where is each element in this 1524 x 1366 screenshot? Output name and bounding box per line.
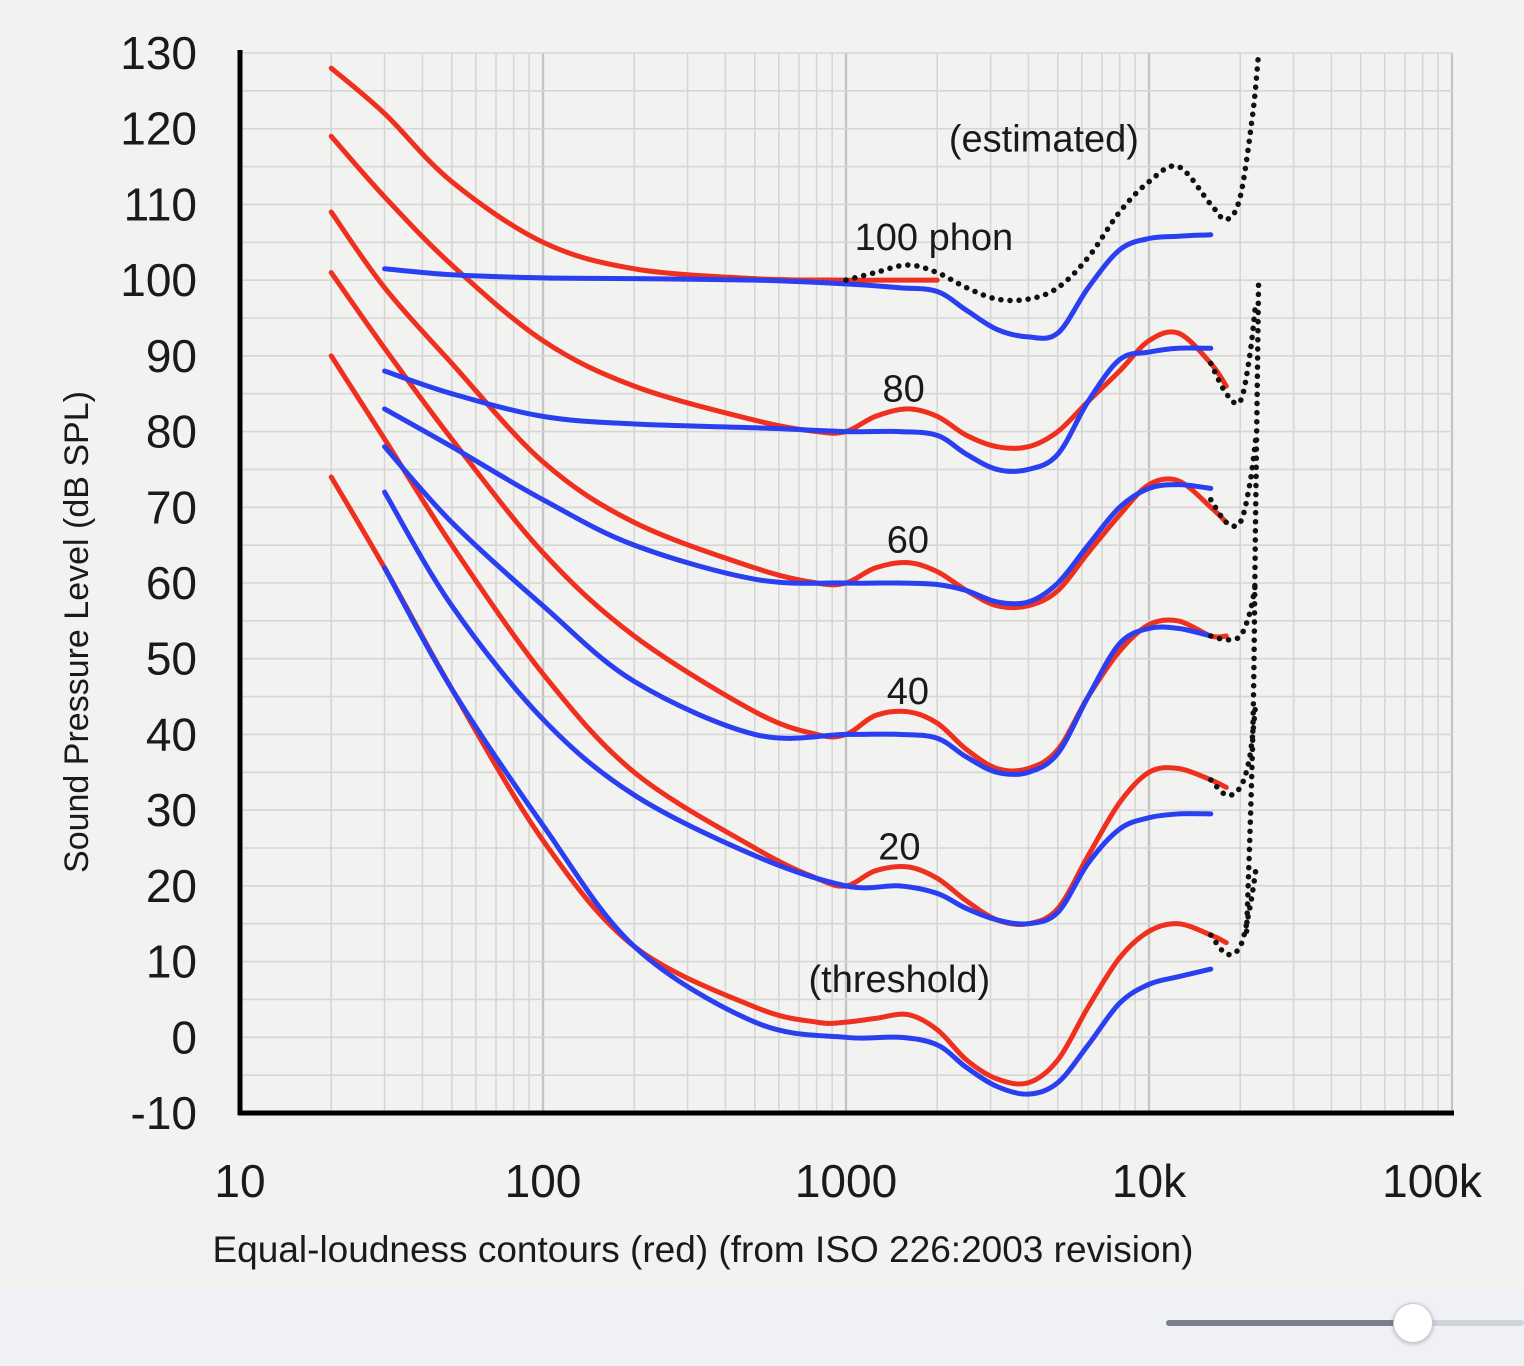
y-tick-label: 20 — [146, 860, 197, 912]
x-tick-label: 10k — [1112, 1155, 1187, 1207]
y-axis-label: Sound Pressure Level (dB SPL) — [58, 391, 96, 873]
zoom-slider-thumb[interactable] — [1393, 1303, 1434, 1343]
y-tick-label: 40 — [146, 708, 197, 760]
red-curve-4 — [328, 353, 1229, 927]
dotted-curve-18 — [1243, 277, 1262, 935]
dotted-curve-17 — [1208, 867, 1259, 958]
y-tick-label: 60 — [146, 557, 197, 609]
y-tick-label: 120 — [120, 103, 197, 155]
red-curve-2 — [328, 209, 1229, 611]
x-tick-label: 1000 — [795, 1155, 897, 1207]
red-curve-0 — [328, 65, 940, 283]
annotation-label: 40 — [887, 671, 929, 713]
dotted-curve-15 — [1208, 580, 1259, 643]
annotation-label: 60 — [887, 520, 929, 562]
series-group — [328, 50, 1262, 1097]
annotation-labels: (estimated) 100 phon 80 60 40 20 (threshold) — [809, 118, 1139, 1000]
blue-curve-6 — [382, 232, 1214, 341]
blue-curve-8 — [382, 406, 1214, 607]
zoom-slider-fill — [1166, 1320, 1414, 1326]
axes-group — [237, 50, 1454, 1116]
x-axis-label: Equal-loudness contours (red) (from ISO … — [213, 1229, 1194, 1270]
y-tick-label: 10 — [146, 936, 197, 988]
red-curve-1 — [328, 133, 1229, 451]
annotation-label: (threshold) — [809, 959, 991, 1001]
y-tick-label: 100 — [120, 254, 197, 306]
red-curve-3 — [328, 270, 1229, 774]
dotted-curve-16 — [1208, 701, 1259, 799]
x-tick-label: 100k — [1382, 1155, 1483, 1207]
blue-curve-10 — [382, 489, 1214, 927]
x-tick-label: 10 — [214, 1155, 265, 1207]
y-tick-label: 80 — [146, 406, 197, 458]
dotted-curve-13 — [1208, 300, 1259, 407]
y-tick-label: -10 — [131, 1087, 197, 1139]
equal-loudness-chart: 130 120 110 100 90 80 70 60 50 40 30 20 10 0 -10 10 100… — [0, 0, 1524, 1290]
y-tick-label: 110 — [124, 178, 197, 230]
chart-background — [0, 0, 1524, 1290]
blue-curve-11 — [382, 565, 1214, 1097]
x-tick-label: 100 — [505, 1155, 582, 1207]
dotted-curve-14 — [1208, 436, 1259, 529]
annotation-label: (estimated) — [949, 118, 1139, 160]
red-curve-5 — [328, 474, 1229, 1087]
blue-curve-7 — [382, 345, 1214, 474]
y-tick-label: 90 — [146, 330, 197, 382]
y-tick-label: 130 — [120, 27, 197, 79]
y-tick-label: 50 — [146, 633, 197, 685]
viewer-toolbar — [0, 1288, 1524, 1366]
dotted-curve-12 — [843, 50, 1262, 304]
y-tick-label: 0 — [171, 1011, 197, 1063]
x-tick-labels: 10 100 1000 10k 100k — [214, 1155, 1482, 1207]
annotation-label: 20 — [878, 826, 920, 868]
y-tick-label: 70 — [146, 481, 197, 533]
annotation-label: 100 phon — [855, 217, 1014, 259]
blue-curve-9 — [382, 444, 1214, 777]
annotation-label: 80 — [883, 368, 925, 410]
y-tick-label: 30 — [146, 784, 197, 836]
